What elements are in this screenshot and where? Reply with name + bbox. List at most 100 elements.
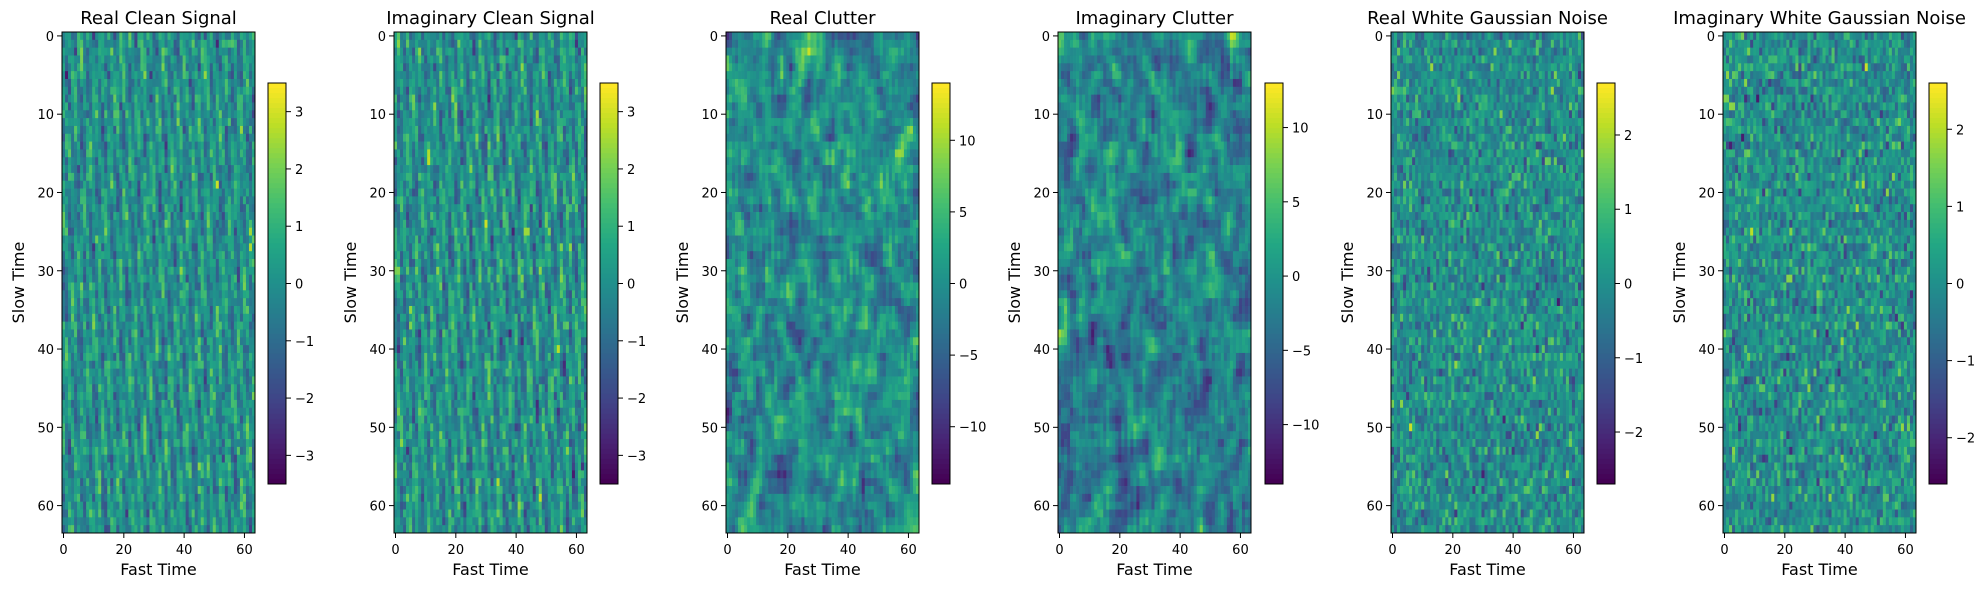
heatmap-cell: [224, 392, 229, 401]
heatmap-cell: [155, 486, 159, 495]
heatmap-cell: [245, 78, 250, 88]
heatmap-cell: [146, 102, 150, 111]
heatmap-cell: [233, 368, 238, 377]
heatmap-cell: [230, 63, 235, 72]
heatmap-cell: [203, 525, 208, 534]
heatmap-cell: [137, 212, 141, 221]
heatmap-cell: [397, 86, 401, 95]
heatmap-cell: [158, 305, 162, 315]
heatmap-cell: [68, 196, 72, 205]
heatmap-cell: [65, 384, 69, 393]
heatmap-cell: [98, 274, 102, 283]
heatmap-cell: [146, 282, 150, 291]
heatmap-cell: [176, 407, 180, 416]
heatmap-cell: [116, 282, 120, 291]
heatmap-cell: [167, 63, 171, 72]
heatmap-cell: [116, 94, 120, 103]
heatmap-cell: [224, 462, 229, 471]
heatmap-cell: [125, 165, 129, 174]
heatmap-cell: [68, 368, 72, 377]
heatmap-cell: [233, 384, 238, 393]
heatmap-cell: [110, 384, 114, 393]
heatmap-cell: [203, 141, 208, 150]
heatmap-cell: [415, 47, 419, 56]
heatmap-cell: [218, 149, 223, 158]
heatmap-cell: [98, 86, 102, 95]
heatmap-cell: [212, 219, 217, 229]
heatmap-cell: [236, 329, 241, 338]
heatmap-cell: [116, 63, 120, 72]
heatmap-cell: [152, 290, 156, 299]
heatmap-cell: [77, 180, 81, 189]
heatmap-cell: [200, 71, 205, 80]
heatmap-cell: [83, 399, 87, 409]
heatmap-cell: [137, 180, 141, 189]
heatmap-cell: [496, 32, 500, 41]
heatmap-cell: [134, 360, 138, 369]
heatmap-cell: [65, 274, 69, 283]
heatmap-cell: [529, 102, 534, 111]
heatmap-cell: [245, 360, 250, 369]
heatmap-cell: [212, 486, 217, 495]
heatmap-cell: [212, 501, 217, 510]
heatmap-cell: [191, 298, 196, 307]
heatmap-cell: [83, 470, 87, 479]
heatmap-cell: [62, 212, 66, 221]
heatmap-cell: [215, 415, 220, 424]
panel-title: Real Clean Signal: [80, 8, 237, 29]
heatmap-cell: [128, 376, 132, 385]
heatmap-cell: [218, 345, 223, 354]
heatmap-cell: [152, 118, 156, 127]
heatmap-cell: [134, 493, 138, 503]
heatmap-cell: [89, 86, 93, 95]
heatmap-cell: [212, 392, 217, 401]
heatmap-cell: [101, 219, 105, 229]
heatmap-cell: [526, 39, 531, 49]
heatmap-cell: [113, 86, 117, 95]
heatmap-cell: [158, 219, 162, 229]
heatmap-cell: [107, 165, 111, 174]
heatmap-cell: [242, 243, 247, 252]
heatmap-cell: [62, 454, 66, 463]
heatmap-cell: [209, 251, 214, 260]
heatmap-cell: [140, 102, 144, 111]
heatmap-cell: [245, 290, 250, 299]
colorbar-step: [268, 248, 286, 254]
heatmap-cell: [155, 274, 159, 283]
heatmap-cell: [77, 266, 81, 276]
heatmap-cell: [490, 78, 494, 88]
heatmap-cell: [562, 78, 567, 88]
heatmap-cell: [251, 376, 256, 385]
heatmap-cell: [433, 63, 437, 72]
heatmap-cell: [155, 55, 159, 64]
heatmap-cell: [493, 55, 497, 64]
heatmap-cell: [394, 55, 398, 64]
heatmap-cell: [215, 282, 220, 291]
heatmap-cell: [451, 86, 455, 95]
heatmap-cell: [517, 32, 522, 41]
heatmap-cell: [239, 243, 244, 252]
heatmap-cell: [131, 125, 135, 135]
colorbar-step: [268, 473, 286, 480]
heatmap-cell: [209, 282, 214, 291]
heatmap-cell: [475, 32, 479, 41]
heatmap-cell: [77, 94, 81, 103]
heatmap-cell: [499, 71, 503, 80]
heatmap-cell: [245, 446, 250, 456]
heatmap-cell: [218, 360, 223, 369]
heatmap-cell: [104, 102, 108, 111]
heatmap-cell: [194, 243, 199, 252]
heatmap-cell: [484, 118, 488, 127]
heatmap-cell: [110, 274, 114, 283]
heatmap-cell: [236, 188, 241, 197]
heatmap-cell: [245, 305, 250, 315]
heatmap-cell: [62, 227, 66, 236]
colorbar-step: [268, 273, 286, 279]
heatmap-cell: [158, 525, 162, 534]
heatmap-cell: [155, 149, 159, 158]
heatmap-cell: [86, 321, 90, 330]
heatmap-cell: [110, 55, 114, 64]
heatmap-cell: [194, 282, 199, 291]
heatmap-cell: [62, 235, 66, 244]
heatmap-cell: [158, 180, 162, 189]
